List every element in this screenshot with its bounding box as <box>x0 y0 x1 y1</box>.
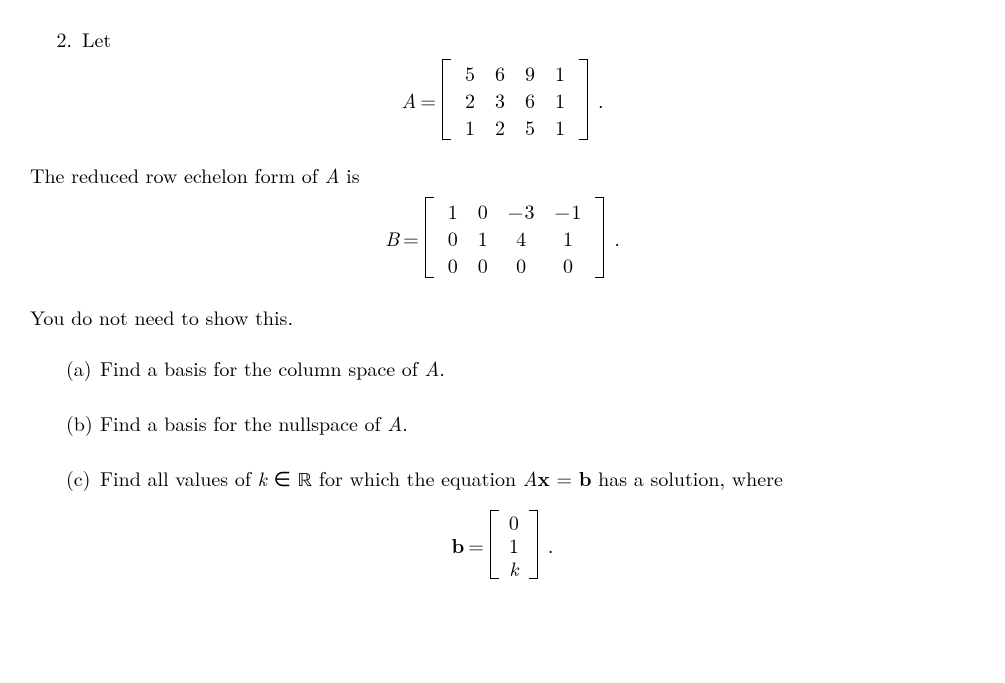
c-b: b <box>579 463 592 492</box>
B-cell: − 1 <box>545 197 592 224</box>
equation-A: A = 5 6 9 1 2 3 6 1 <box>30 59 975 140</box>
B-period: . <box>614 228 620 248</box>
A-eq: = <box>420 90 436 110</box>
B-eq: = <box>403 228 419 248</box>
A-cell: 2 <box>485 113 515 140</box>
A-matrix: 5 6 9 1 2 3 6 1 1 2 5 1 <box>442 59 588 140</box>
bvec-table: 0 1 k <box>503 510 525 579</box>
part-c-label: (c) <box>66 463 100 492</box>
c-A: A <box>523 463 538 492</box>
A-period: . <box>598 90 604 110</box>
A-lhs: A <box>402 90 417 110</box>
bvec-cell: k <box>503 556 525 579</box>
bvec-eq: = <box>468 535 484 555</box>
equation-B: B = 1 0 − 3 − 1 0 1 4 1 <box>30 197 975 278</box>
noshow-line: You do not need to show this. <box>30 302 975 331</box>
c-prefix: Find all values of <box>100 463 258 492</box>
A-cell: 5 <box>455 59 485 86</box>
B-cell: 1 <box>545 224 592 251</box>
part-b-row: (b) Find a basis for the nullspace of A. <box>66 408 975 437</box>
B-cell: 0 <box>498 251 545 278</box>
B-cell: 0 <box>545 251 592 278</box>
c-k: k <box>258 463 267 492</box>
A-cell: 5 <box>515 113 545 140</box>
A-cell: 1 <box>545 86 575 113</box>
bvec-lhs: b <box>452 535 465 555</box>
rref-line: The reduced row echelon form of A is <box>30 160 975 189</box>
A-cell: 2 <box>455 86 485 113</box>
A-cell: 1 <box>545 113 575 140</box>
c-in: ∈ <box>267 463 298 492</box>
bvec-period: . <box>548 535 554 555</box>
A-cell: 1 <box>545 59 575 86</box>
B-cell: 0 <box>438 224 468 251</box>
c-x: x <box>538 463 550 492</box>
c-suffix: has a solution, where <box>591 463 782 492</box>
part-a-text: Find a basis for the column space of A. <box>100 353 975 382</box>
B-cell: 1 <box>468 224 498 251</box>
part-b-text: Find a basis for the nullspace of A. <box>100 408 975 437</box>
part-a-label: (a) <box>66 353 100 382</box>
c-mid: for which the equation <box>312 463 523 492</box>
bvec-matrix: 0 1 k <box>490 510 538 579</box>
problem-lead: Let <box>82 24 975 53</box>
B-matrix: 1 0 − 3 − 1 0 1 4 1 0 0 0 <box>425 197 605 278</box>
A-cell: 6 <box>515 86 545 113</box>
part-b-label: (b) <box>66 408 100 437</box>
equation-b-vec: b = 0 1 k . <box>30 510 975 579</box>
B-cell: 0 <box>438 251 468 278</box>
c-eq: = <box>550 463 579 492</box>
page: 2. Let A = 5 6 9 1 2 3 6 <box>0 0 1005 597</box>
part-a-row: (a) Find a basis for the column space of… <box>66 353 975 382</box>
B-table: 1 0 − 3 − 1 0 1 4 1 0 0 0 <box>438 197 592 278</box>
rref-text: The reduced row echelon form of A is <box>30 160 360 189</box>
B-cell: − 3 <box>498 197 545 224</box>
A-cell: 9 <box>515 59 545 86</box>
B-cell: 4 <box>498 224 545 251</box>
B-cell: 0 <box>468 251 498 278</box>
B-cell: 1 <box>438 197 468 224</box>
B-lhs: B <box>385 228 399 248</box>
problem-number: 2. <box>30 24 82 53</box>
part-c-row: (c) Find all values of k ∈ ℝ for which t… <box>66 463 975 494</box>
A-cell: 1 <box>455 113 485 140</box>
problem-header-row: 2. Let <box>30 24 975 53</box>
B-cell: 0 <box>468 197 498 224</box>
c-R: ℝ <box>298 471 313 491</box>
A-table: 5 6 9 1 2 3 6 1 1 2 5 1 <box>455 59 575 140</box>
A-cell: 6 <box>485 59 515 86</box>
part-c-text: Find all values of k ∈ ℝ for which the e… <box>100 463 975 494</box>
A-cell: 3 <box>485 86 515 113</box>
